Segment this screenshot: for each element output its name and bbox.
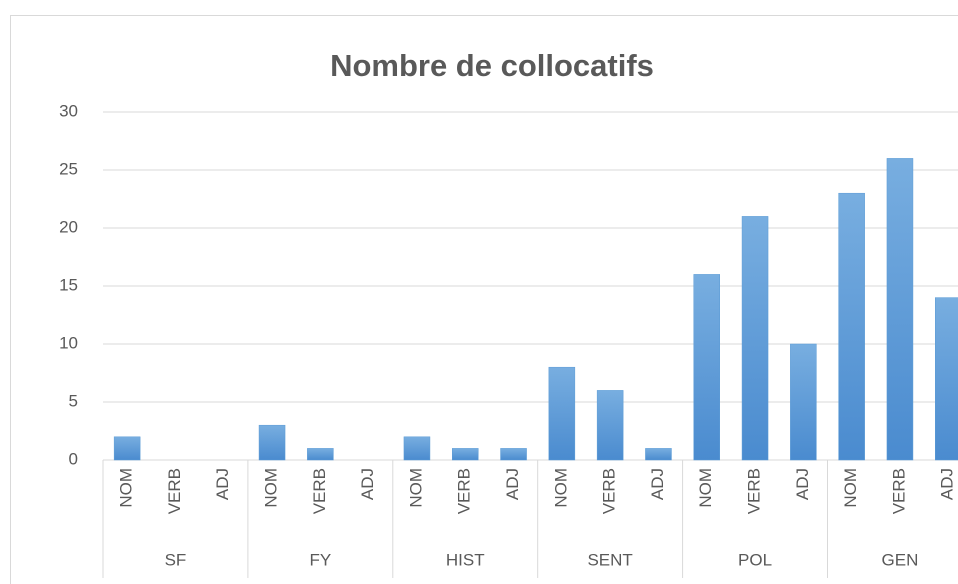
bar: [548, 366, 576, 461]
y-tick-label: 25: [59, 159, 78, 178]
bar: [693, 274, 720, 461]
bar: [258, 424, 286, 461]
x-tick-label: ADJ: [793, 468, 812, 500]
group-label: SENT: [587, 550, 632, 569]
bar: [790, 343, 817, 461]
bar: [113, 436, 141, 461]
x-tick-label: NOM: [262, 468, 281, 508]
chart-title: Nombre de collocatifs: [330, 48, 654, 83]
x-tick-label: VERB: [310, 468, 329, 514]
y-tick-label: 20: [59, 217, 78, 236]
chart-border: [10, 15, 958, 584]
y-tick-label: 30: [59, 101, 78, 120]
group-label: GEN: [882, 550, 919, 569]
x-tick-label: NOM: [551, 468, 570, 508]
bar: [886, 158, 914, 461]
x-tick-label: NOM: [117, 468, 136, 508]
group-label: HIST: [446, 550, 485, 569]
x-tick-label: VERB: [745, 468, 764, 514]
x-tick-label: ADJ: [938, 468, 957, 500]
group-label: SF: [165, 550, 187, 569]
bar: [596, 390, 624, 461]
bar: [500, 448, 527, 461]
bar: [452, 448, 479, 461]
bar: [838, 192, 865, 461]
y-tick-label: 5: [69, 391, 78, 410]
x-tick-label: ADJ: [503, 468, 522, 500]
bar: [741, 216, 769, 461]
x-tick-label: NOM: [696, 468, 715, 508]
x-tick-label: ADJ: [358, 468, 377, 500]
y-tick-label: 10: [59, 333, 78, 352]
x-tick-label: VERB: [600, 468, 619, 514]
x-tick-label: VERB: [889, 468, 908, 514]
bar: [935, 297, 958, 461]
x-tick-label: NOM: [841, 468, 860, 508]
y-tick-label: 0: [69, 449, 78, 468]
group-label: POL: [738, 550, 772, 569]
x-tick-label: ADJ: [648, 468, 667, 500]
bar: [307, 448, 334, 461]
bar: [403, 436, 431, 461]
y-tick-label: 15: [59, 275, 78, 294]
bar: [645, 448, 672, 461]
x-tick-label: ADJ: [213, 468, 232, 500]
x-tick-label: NOM: [406, 468, 425, 508]
x-tick-label: VERB: [455, 468, 474, 514]
group-label: FY: [309, 550, 331, 569]
x-tick-label: VERB: [165, 468, 184, 514]
